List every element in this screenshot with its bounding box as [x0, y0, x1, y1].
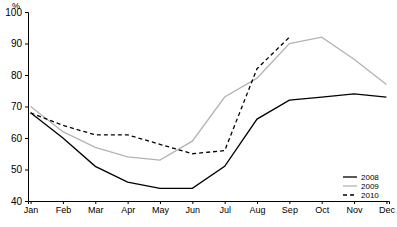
x-tick: Nov: [347, 201, 364, 215]
x-tick-mark: [322, 201, 323, 204]
x-tick-mark: [192, 201, 193, 204]
x-tick-mark: [63, 201, 64, 204]
series-line: [31, 37, 387, 160]
x-tick-label: Oct: [315, 205, 330, 215]
x-tick: Feb: [56, 201, 72, 215]
x-tick-label: Aug: [250, 205, 266, 215]
x-axis-line: [29, 202, 390, 205]
y-tick-mark: [25, 44, 28, 45]
x-tick-mark: [31, 201, 32, 204]
legend-label: 2009: [361, 182, 379, 191]
y-tick-mark: [25, 201, 28, 202]
x-tick: Dec: [379, 201, 396, 215]
y-tick-label: 70: [11, 101, 23, 112]
x-tick-label: Mar: [88, 205, 104, 215]
x-tick: Mar: [88, 201, 104, 215]
y-tick: 90: [11, 38, 28, 49]
x-tick-label: Nov: [347, 205, 364, 215]
legend-label: 2008: [361, 173, 379, 182]
plot-area: [31, 37, 387, 188]
y-tick-label: 50: [11, 164, 23, 175]
y-axis: 405060708090100: [5, 7, 28, 207]
chart: 405060708090100%JanFebMarAprMayJunJulAug…: [0, 0, 397, 227]
x-tick-label: Apr: [121, 205, 135, 215]
y-tick: 80: [11, 70, 28, 81]
x-tick-label: May: [152, 205, 170, 215]
x-tick: Apr: [121, 201, 135, 215]
x-tick-mark: [289, 201, 290, 204]
x-tick-mark: [128, 201, 129, 204]
x-tick: Sep: [282, 201, 298, 215]
x-tick-label: Sep: [282, 205, 298, 215]
series-line: [31, 94, 387, 188]
y-tick: 60: [11, 133, 28, 144]
x-tick-mark: [354, 201, 355, 204]
y-tick-mark: [25, 107, 28, 108]
x-tick-mark: [257, 201, 258, 204]
y-tick-label: 90: [11, 38, 23, 49]
series-line: [31, 37, 290, 154]
legend-swatch: [343, 185, 357, 186]
x-tick-label: Jan: [24, 205, 39, 215]
x-tick-mark: [225, 201, 226, 204]
x-tick: Jan: [24, 201, 39, 215]
x-tick-label: Jul: [219, 205, 231, 215]
y-tick-mark: [25, 12, 28, 13]
x-tick-mark: [160, 201, 161, 204]
x-tick-mark: [95, 201, 96, 204]
y-tick-mark: [25, 170, 28, 171]
y-tick-label: 80: [11, 70, 23, 81]
y-axis-line: [25, 13, 29, 202]
x-axis: Jan Feb Mar Apr May Jun Jul Aug Sep Oct Nov Dec: [24, 201, 396, 215]
y-axis-title: %: [12, 1, 20, 11]
x-tick: Jun: [186, 201, 201, 215]
x-tick-label: Dec: [379, 205, 396, 215]
y-tick-label: 60: [11, 133, 23, 144]
legend: 200820092010: [343, 173, 379, 200]
y-tick: 70: [11, 101, 28, 112]
x-tick: Jul: [219, 201, 231, 215]
y-tick-mark: [25, 138, 28, 139]
x-tick-label: Feb: [56, 205, 72, 215]
legend-label: 2010: [361, 191, 379, 200]
y-tick: 50: [11, 164, 28, 175]
legend-swatch: [343, 176, 357, 177]
y-tick-label: 40: [11, 196, 23, 207]
legend-swatch: [343, 194, 357, 195]
x-tick: Aug: [250, 201, 266, 215]
y-tick-mark: [25, 75, 28, 76]
x-tick: May: [152, 201, 170, 215]
x-tick-mark: [386, 201, 387, 204]
x-tick-label: Jun: [186, 205, 201, 215]
x-tick: Oct: [315, 201, 330, 215]
